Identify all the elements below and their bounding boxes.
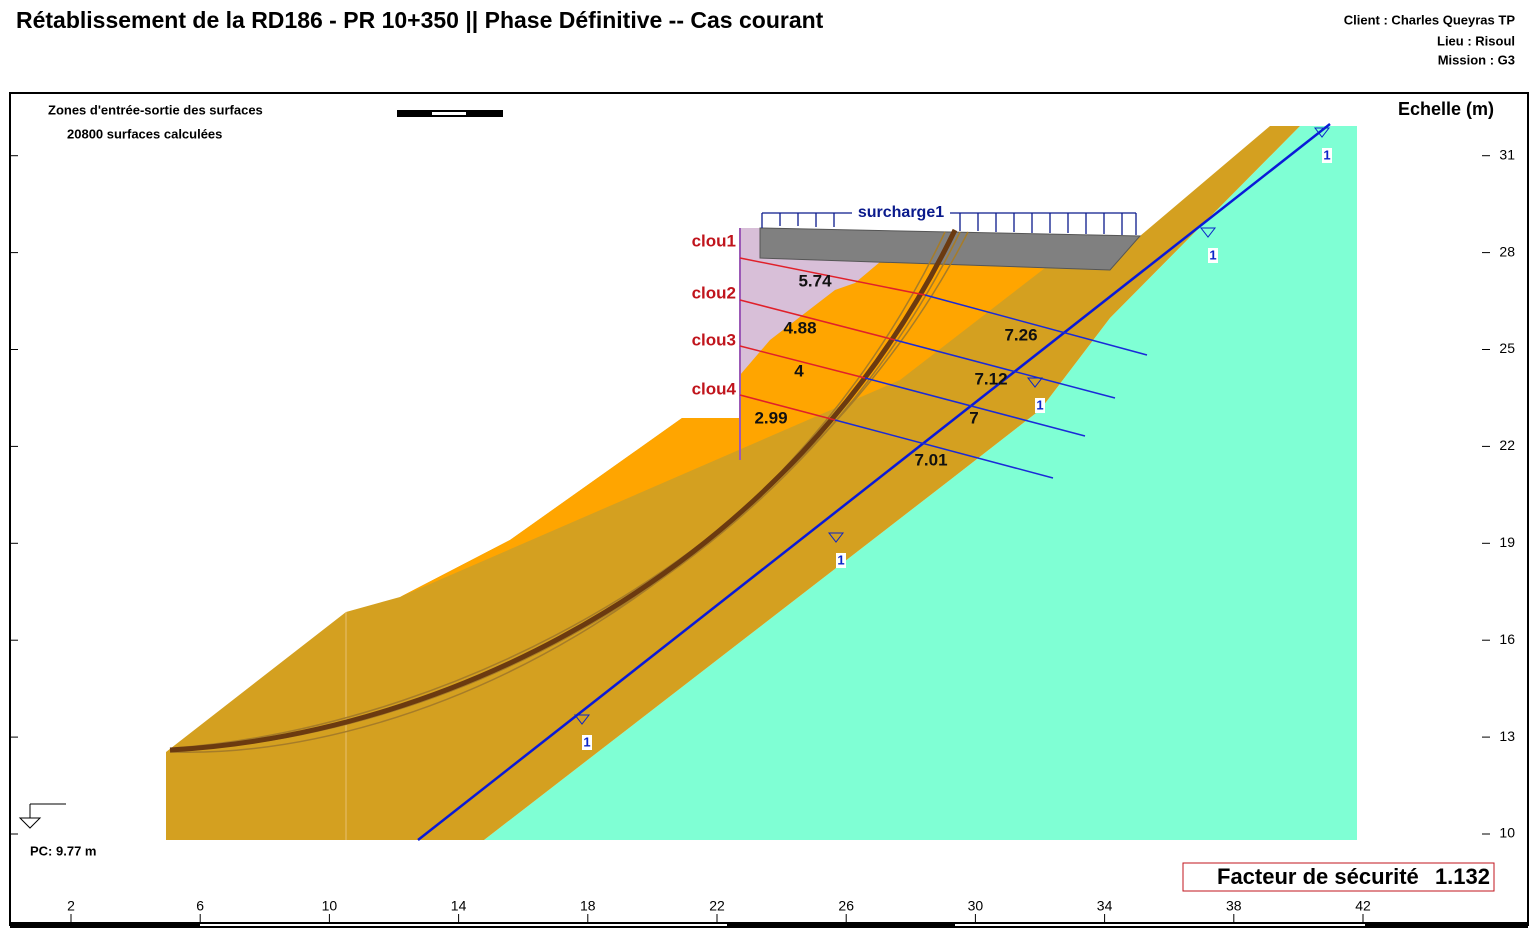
y-tick-label: 25 <box>1499 340 1515 356</box>
x-tick-label: 34 <box>1097 898 1113 914</box>
piezo-label: 1 <box>1323 147 1330 162</box>
nail-force: 7.01 <box>914 450 947 469</box>
x-tick-label: 14 <box>451 898 467 914</box>
y-tick-label: 10 <box>1499 825 1515 841</box>
bedrock <box>484 126 1357 840</box>
bottom-ruler <box>10 922 1528 928</box>
nail-force: 4 <box>794 361 804 380</box>
x-tick-label: 26 <box>838 898 854 914</box>
nail-label: clou3 <box>692 330 736 349</box>
scale-label: Echelle (m) <box>1398 99 1494 119</box>
nail-label: clou4 <box>692 379 737 398</box>
piezo-marker <box>1313 127 1331 138</box>
y-tick-label: 16 <box>1499 631 1515 647</box>
x-tick-label: 30 <box>968 898 984 914</box>
piezo-box <box>582 735 592 750</box>
nails <box>739 257 1148 479</box>
nail-force: 7.26 <box>1004 325 1037 344</box>
x-tick-label: 22 <box>709 898 725 914</box>
x-tick-label: 18 <box>580 898 596 914</box>
nail-label: clou1 <box>692 231 736 250</box>
piezo-box <box>1035 398 1045 413</box>
piezo-marker <box>1199 227 1217 238</box>
pc-label: PC: 9.77 m <box>30 843 96 858</box>
title: Rétablissement de la RD186 - PR 10+350 |… <box>16 7 824 33</box>
piezo-label: 1 <box>1209 247 1216 262</box>
safety-label: Facteur de sécurité <box>1217 864 1419 889</box>
fill-layer <box>400 262 1045 597</box>
piezo-label: 1 <box>583 734 590 749</box>
location: Lieu : Risoul <box>1437 33 1515 48</box>
y-tick-label: 13 <box>1499 728 1515 744</box>
piezo-box <box>1208 248 1218 263</box>
x-tick-label: 6 <box>196 898 204 914</box>
piezo-marker <box>827 532 845 543</box>
piezo-label: 1 <box>1036 397 1043 412</box>
water-table <box>417 123 1331 841</box>
piezo-marker <box>1026 377 1044 388</box>
surcharge-label: surcharge1 <box>858 204 944 221</box>
surcharge <box>761 212 1137 235</box>
nail-force: 4.88 <box>783 318 816 337</box>
nail-label: clou2 <box>692 283 736 302</box>
piezo-marker <box>573 714 591 725</box>
safety-box <box>1182 862 1495 892</box>
safety-value: 1.132 <box>1435 864 1490 889</box>
x-tick-label: 2 <box>67 898 75 914</box>
y-tick-label: 19 <box>1499 534 1515 550</box>
soil-layer <box>166 126 1300 840</box>
piezo-label: 1 <box>837 552 844 567</box>
road <box>759 227 1142 271</box>
zones-label: Zones d'entrée-sortie des surfaces <box>48 102 263 117</box>
mission: Mission : G3 <box>1438 52 1515 67</box>
piezo-box <box>836 553 846 568</box>
client: Client : Charles Queyras TP <box>1344 12 1516 27</box>
slip-surfaces <box>169 228 969 753</box>
nail-force: 7.12 <box>974 369 1007 388</box>
x-tick-label: 10 <box>322 898 338 914</box>
y-tick-label: 31 <box>1499 146 1515 162</box>
piezo-box <box>1322 148 1332 163</box>
x-tick-label: 38 <box>1226 898 1242 914</box>
y-tick-label: 22 <box>1499 437 1515 453</box>
nail-force: 7 <box>969 408 978 427</box>
nail-force: 5.74 <box>798 271 832 290</box>
reference-symbol <box>18 803 66 829</box>
scale-bar <box>397 110 503 117</box>
nail-force: 2.99 <box>754 408 787 427</box>
y-tick-label: 28 <box>1499 243 1515 259</box>
x-tick-label: 42 <box>1355 898 1371 914</box>
surfaces-label: 20800 surfaces calculées <box>67 126 222 141</box>
